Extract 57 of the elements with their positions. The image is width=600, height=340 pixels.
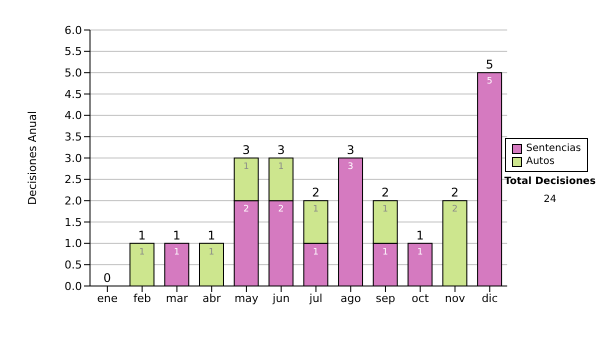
x-tick-label: feb — [133, 292, 151, 305]
y-tick-label: 5.5 — [64, 45, 82, 58]
data-label: 1 — [382, 204, 388, 215]
y-axis-title: Decisiones Anual — [26, 110, 39, 206]
total-label: 0 — [103, 271, 112, 285]
total-label: 1 — [208, 228, 216, 242]
y-tick-label: 1.5 — [64, 216, 82, 229]
data-label: 1 — [174, 247, 180, 258]
y-tick-label: 4.0 — [64, 109, 82, 122]
y-tick-label: 0.5 — [64, 258, 82, 272]
data-label: 1 — [382, 247, 388, 258]
total-label: 2 — [451, 186, 459, 200]
y-tick-label: 5.0 — [64, 66, 82, 80]
x-tick-label: ene — [97, 292, 118, 305]
x-tick-label: ago — [340, 292, 362, 305]
x-tick-label: sep — [376, 292, 396, 305]
legend-label: Autos — [526, 155, 555, 168]
y-tick-label: 3.0 — [64, 152, 82, 165]
y-tick-label: 2.0 — [64, 194, 82, 208]
y-tick-label: 4.5 — [64, 88, 82, 101]
data-label: 1 — [312, 247, 319, 258]
total-label: 3 — [277, 143, 285, 157]
y-tick-label: 2.5 — [64, 173, 82, 186]
data-label: 1 — [243, 162, 250, 172]
x-tick-label: jun — [272, 292, 290, 305]
total-label: 5 — [486, 58, 494, 72]
total-label: 3 — [346, 143, 354, 157]
data-label: 1 — [312, 204, 319, 215]
x-tick-label: oct — [412, 292, 430, 305]
total-label: 3 — [242, 143, 250, 157]
text: 24 — [542, 194, 558, 205]
data-label: 3 — [348, 162, 354, 172]
data-label: 5 — [486, 76, 492, 87]
total-label: 2 — [312, 186, 320, 200]
total-label: 1 — [172, 228, 181, 242]
y-tick-label: 0.0 — [64, 280, 82, 293]
y-tick-label: 3.5 — [64, 130, 82, 144]
x-tick-label: jul — [308, 292, 322, 305]
x-tick-label: may — [234, 292, 259, 305]
data-label: 2 — [243, 204, 250, 215]
data-label: 2 — [452, 204, 458, 215]
data-label: 1 — [417, 247, 423, 258]
data-label: 2 — [278, 204, 284, 215]
x-tick-label: abr — [202, 292, 222, 305]
x-tick-label: mar — [166, 292, 188, 305]
legend-label: Sentencias — [526, 142, 581, 155]
x-tick-label: nov — [444, 292, 466, 305]
data-label: 1 — [139, 247, 145, 258]
total-label: 1 — [416, 228, 424, 242]
data-label: 1 — [208, 247, 214, 258]
y-tick-label: 6.0 — [64, 24, 82, 37]
x-tick-label: dic — [482, 292, 498, 305]
total-label: 1 — [138, 228, 146, 242]
annotation: Total Decisiones — [503, 176, 597, 187]
data-label: 1 — [278, 162, 284, 172]
y-tick-label: 1.0 — [64, 237, 82, 250]
total-label: 2 — [381, 186, 390, 200]
